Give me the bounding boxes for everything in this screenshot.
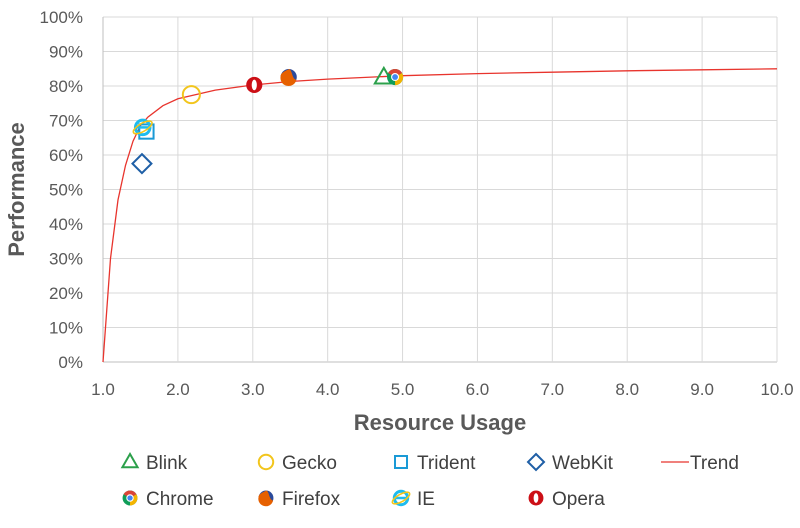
y-tick-label: 40% [49, 215, 83, 234]
chrome-icon-center [127, 495, 133, 501]
ie-icon-ring [391, 491, 411, 505]
y-axis-title: Performance [4, 122, 29, 257]
y-tick-label: 100% [40, 8, 83, 27]
diamond-marker [131, 152, 153, 175]
legend-label-opera: Opera [552, 489, 605, 510]
legend-marker-chrome [122, 490, 138, 506]
y-tick-label: 20% [49, 284, 83, 303]
chrome-point [387, 68, 404, 86]
legend-marker-opera [528, 490, 544, 506]
trend-line [102, 68, 778, 363]
y-tick-label: 10% [49, 319, 83, 338]
x-tick-label: 9.0 [690, 380, 714, 399]
trident-point [138, 123, 155, 140]
opera-icon-hole [533, 493, 539, 503]
gecko-point [181, 85, 201, 105]
legend-label-trend: Trend [690, 453, 739, 474]
x-tick-label: 1.0 [91, 380, 115, 399]
firefox-icon-fox [258, 490, 274, 507]
legend-label-gecko: Gecko [282, 453, 337, 474]
chrome-icon-center [392, 74, 398, 80]
firefox-icon-fox [280, 68, 297, 87]
y-tick-label: 50% [49, 181, 83, 200]
square-marker [394, 455, 408, 469]
x-axis-title: Resource Usage [354, 410, 526, 435]
legend-marker-blink [120, 451, 140, 469]
legend-label-firefox: Firefox [282, 489, 341, 510]
firefox-point [280, 68, 297, 87]
opera-point [246, 76, 263, 94]
legend-marker-firefox [258, 490, 274, 507]
y-tick-label: 0% [58, 353, 83, 372]
y-tick-label: 90% [49, 43, 83, 62]
ie-point [132, 118, 153, 137]
legend-label-webkit: WebKit [552, 453, 614, 474]
legend-marker-gecko [257, 453, 275, 471]
x-tick-label: 4.0 [316, 380, 340, 399]
legend-label-chrome: Chrome [146, 489, 214, 510]
circle-marker [181, 85, 201, 105]
legend-marker-trident [394, 455, 408, 469]
y-tick-label: 80% [49, 77, 83, 96]
y-tick-label: 70% [49, 112, 83, 131]
legend-marker-ie [391, 489, 411, 507]
x-tick-label: 2.0 [166, 380, 190, 399]
y-tick-label: 30% [49, 250, 83, 269]
ie-icon-ring [132, 120, 153, 135]
legend-label-trident: Trident [417, 453, 476, 474]
legend-label-blink: Blink [146, 453, 188, 474]
y-tick-label: 60% [49, 146, 83, 165]
triangle-marker [120, 451, 140, 469]
x-tick-label: 6.0 [466, 380, 490, 399]
x-tick-label: 8.0 [615, 380, 639, 399]
square-marker [138, 123, 155, 140]
x-tick-label: 5.0 [391, 380, 415, 399]
circle-marker [257, 453, 275, 471]
x-tick-label: 10.0 [760, 380, 793, 399]
x-tick-label: 3.0 [241, 380, 265, 399]
legend-marker-webkit [526, 452, 546, 472]
legend-label-ie: IE [417, 489, 435, 510]
x-tick-label: 7.0 [541, 380, 565, 399]
opera-icon-hole [251, 79, 257, 91]
diamond-marker [526, 452, 546, 472]
webkit-point [131, 152, 153, 175]
